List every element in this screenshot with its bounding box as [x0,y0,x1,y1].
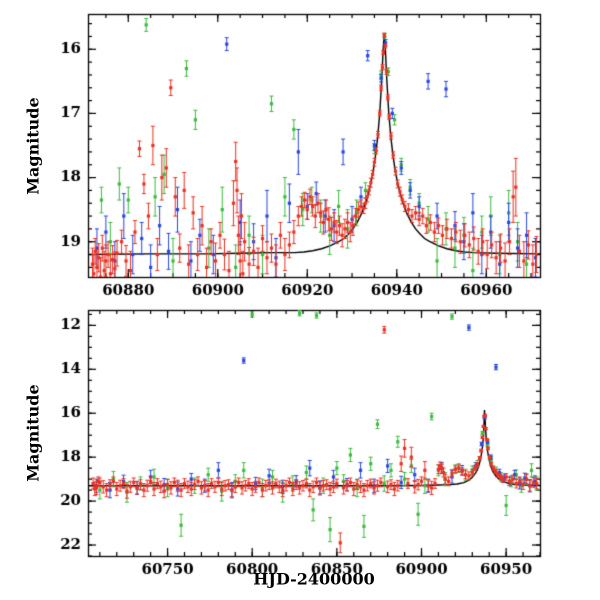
top-y-axis-label: Magnitude [23,97,43,195]
x-axis-label: HJD-2400000 [253,569,375,589]
bottom-y-axis-label: Magnitude [23,384,43,482]
